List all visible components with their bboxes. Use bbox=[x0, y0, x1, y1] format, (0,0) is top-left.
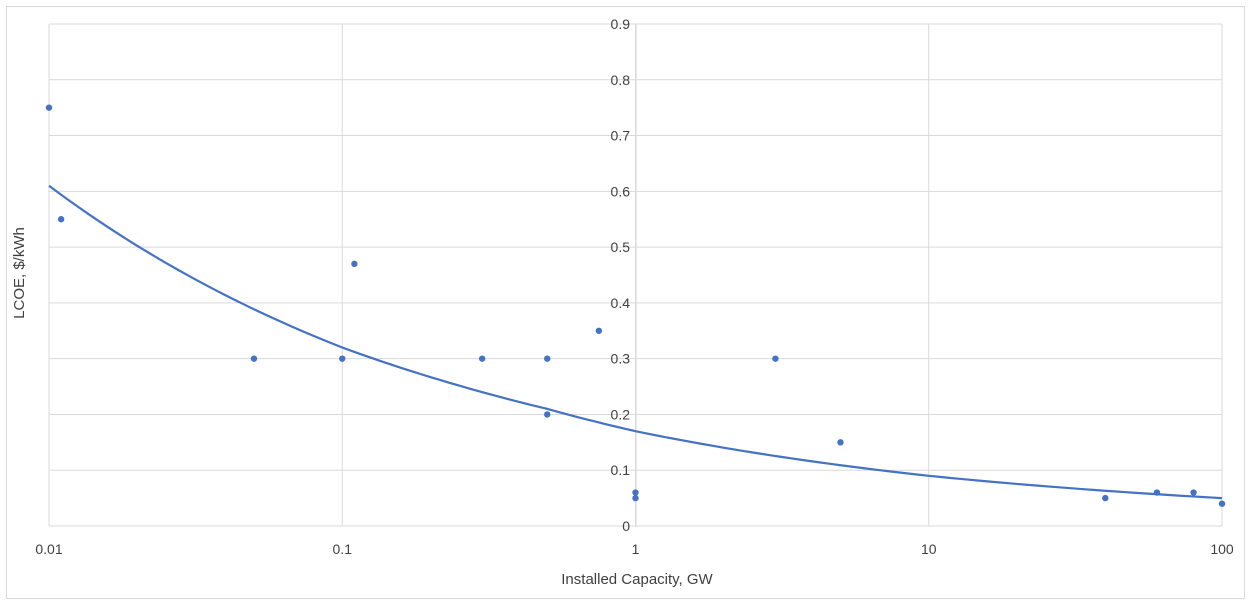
data-point bbox=[478, 355, 486, 362]
y-tick-labels: 0 0.1 0.2 0.3 0.4 0.5 0.6 0.7 0.8 0.9 bbox=[611, 16, 631, 534]
y-tick-label: 0 bbox=[622, 518, 630, 534]
data-point bbox=[544, 355, 551, 362]
x-tick-label: 10 bbox=[921, 541, 937, 557]
y-tick-label: 0.4 bbox=[611, 295, 631, 311]
data-point bbox=[772, 355, 779, 362]
data-point bbox=[1190, 489, 1197, 496]
data-point bbox=[339, 355, 346, 362]
y-tick-label: 0.6 bbox=[611, 183, 631, 199]
data-point bbox=[351, 260, 358, 268]
x-axis-title: Installed Capacity, GW bbox=[561, 571, 713, 588]
y-tick-label: 0.8 bbox=[611, 72, 631, 88]
axes bbox=[49, 24, 1222, 527]
trendline-layer bbox=[48, 184, 1223, 500]
data-point bbox=[544, 411, 551, 418]
y-axis-title: LCOE, $/kWh bbox=[11, 227, 28, 319]
y-tick-label: 0.7 bbox=[611, 128, 631, 144]
data-point bbox=[837, 439, 844, 446]
y-tick-label: 0.5 bbox=[611, 239, 631, 255]
data-point bbox=[1218, 500, 1226, 507]
data-point bbox=[1102, 494, 1109, 502]
data-point bbox=[632, 494, 639, 502]
x-tick-label: 100 bbox=[1210, 541, 1234, 557]
y-tick-label: 0.2 bbox=[611, 406, 631, 422]
data-point bbox=[45, 104, 53, 111]
x-tick-label: 0.1 bbox=[333, 541, 353, 557]
y-tick-label: 0.9 bbox=[611, 16, 631, 32]
x-tick-label: 0.01 bbox=[35, 541, 62, 557]
x-tick-label: 1 bbox=[632, 541, 640, 557]
data-points bbox=[45, 104, 1226, 507]
data-point bbox=[57, 216, 65, 223]
data-point bbox=[1153, 489, 1161, 496]
y-tick-label: 0.3 bbox=[611, 351, 631, 367]
data-point bbox=[595, 327, 603, 334]
power-trendline bbox=[48, 184, 1223, 500]
data-point bbox=[250, 355, 258, 362]
x-tick-labels: 0.01 0.1 1 10 100 bbox=[35, 541, 1234, 557]
data-point bbox=[632, 489, 639, 496]
y-tick-label: 0.1 bbox=[611, 462, 631, 478]
